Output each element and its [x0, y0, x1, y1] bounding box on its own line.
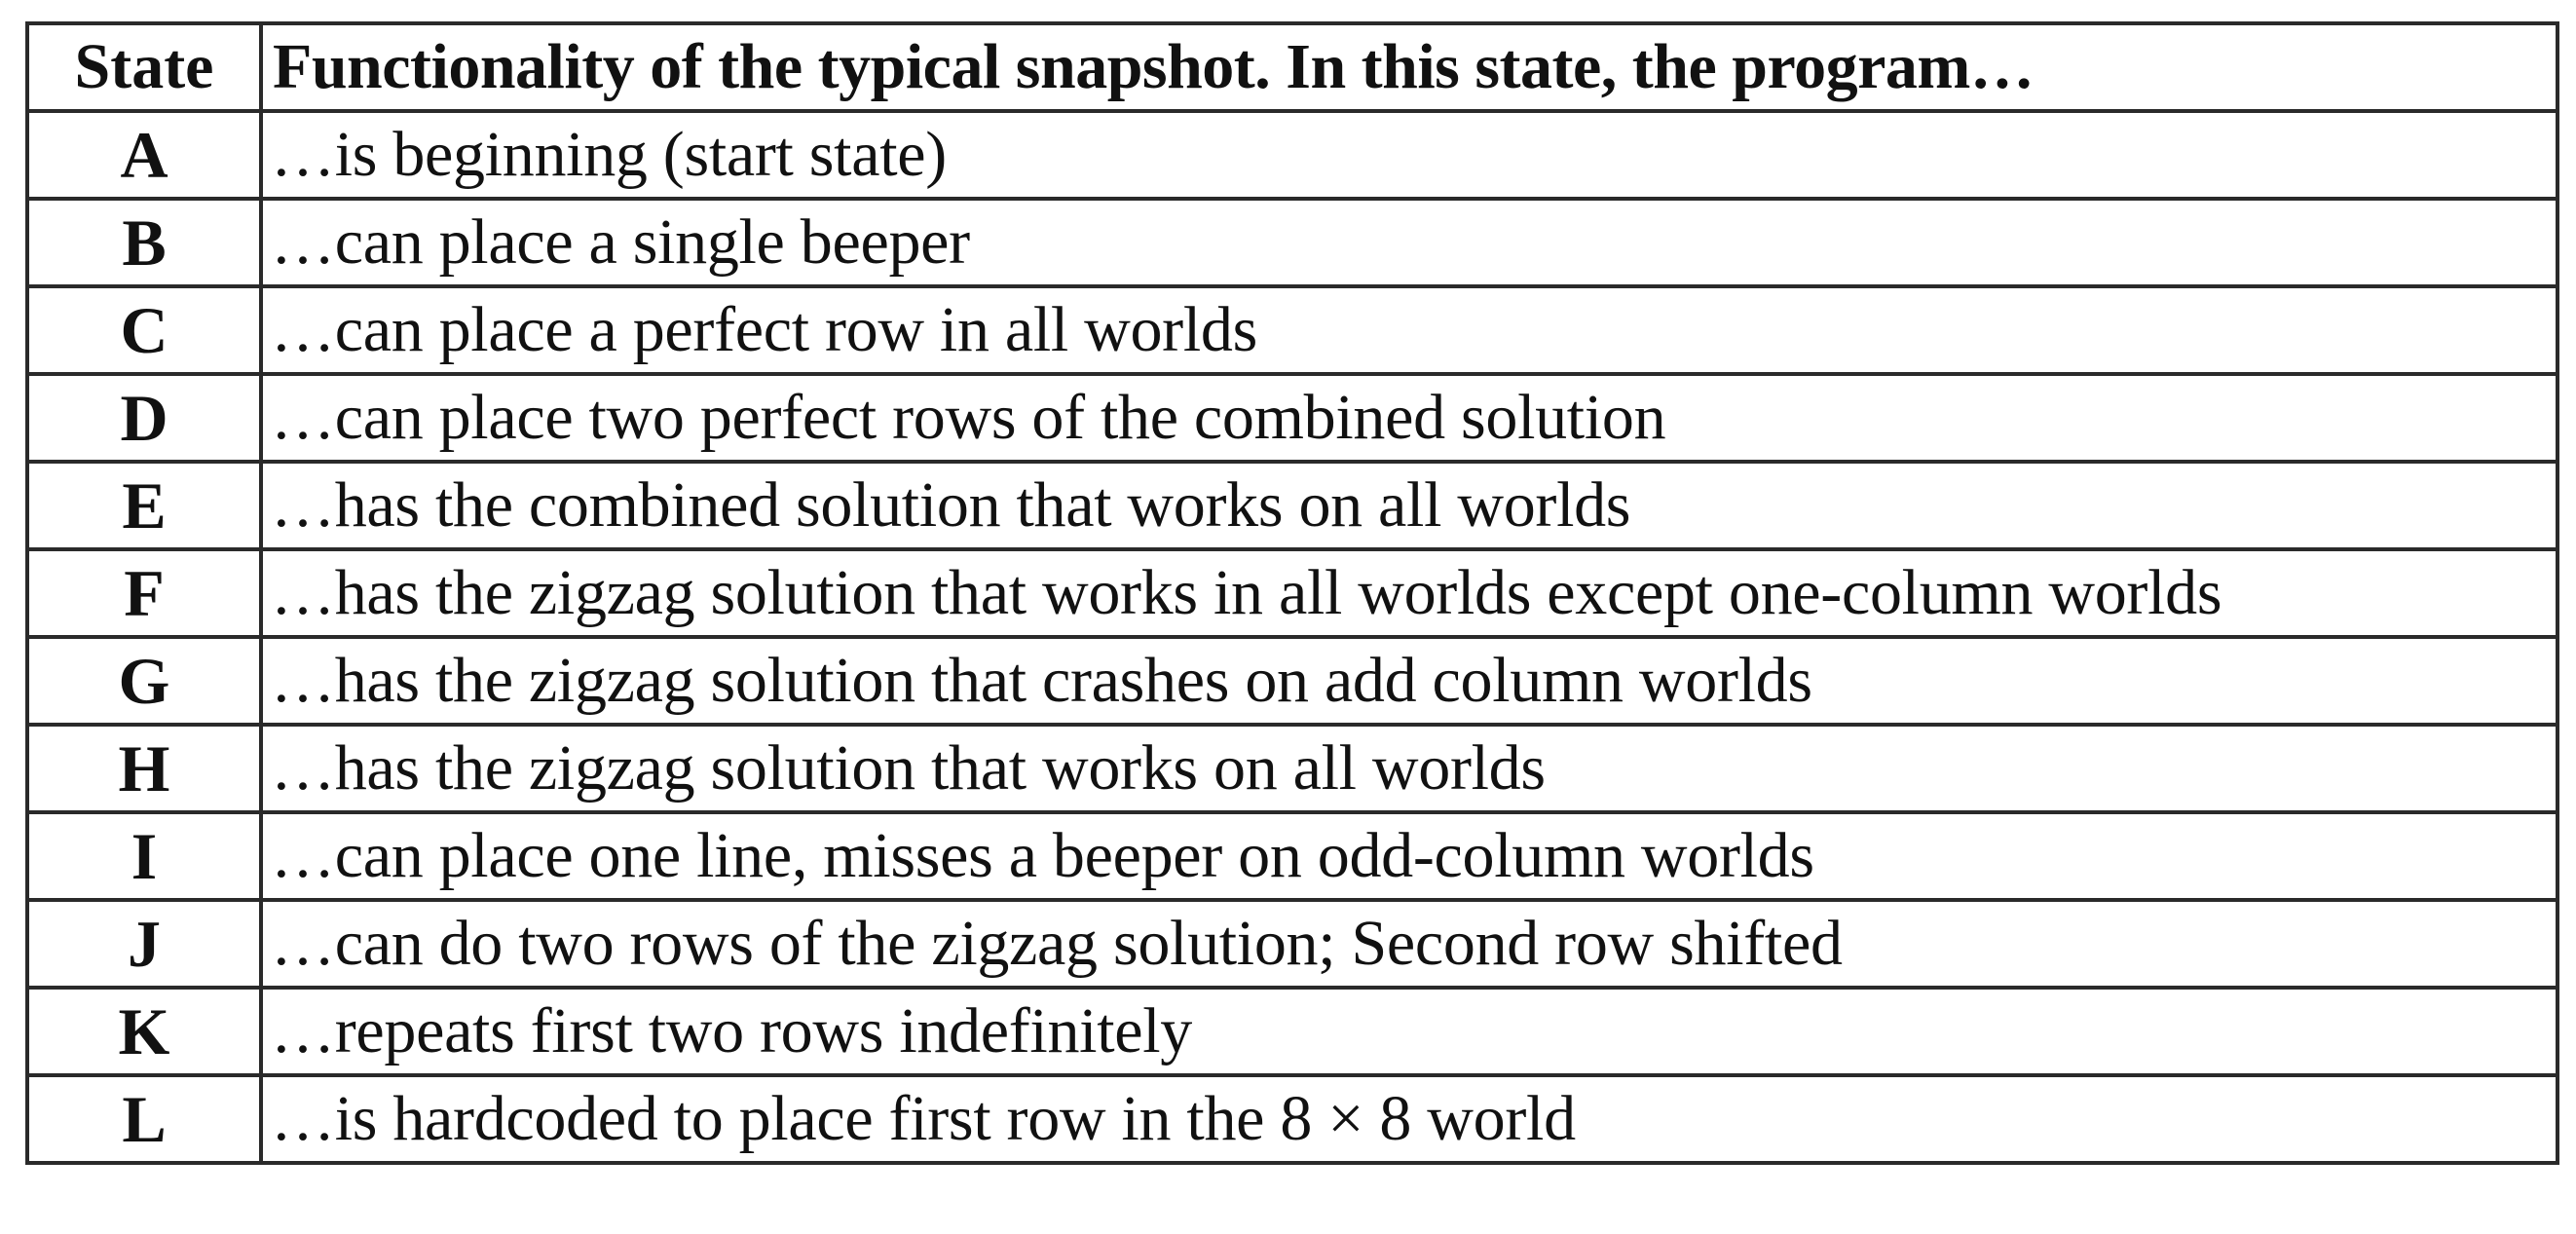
state-cell: J: [25, 898, 263, 990]
state-cell: B: [25, 197, 263, 288]
state-cell: H: [25, 723, 263, 814]
table-row: H …has the zigzag solution that works on…: [25, 723, 2559, 814]
table-row: B …can place a single beeper: [25, 197, 2559, 288]
state-cell: G: [25, 635, 263, 727]
functionality-cell: …is beginning (start state): [259, 109, 2559, 201]
functionality-cell: …has the combined solution that works on…: [259, 460, 2559, 551]
state-cell: C: [25, 284, 263, 376]
table-row: J …can do two rows of the zigzag solutio…: [25, 898, 2559, 990]
functionality-cell: …can place a perfect row in all worlds: [259, 284, 2559, 376]
functionality-cell: …has the zigzag solution that crashes on…: [259, 635, 2559, 727]
functionality-cell: …has the zigzag solution that works in a…: [259, 547, 2559, 639]
table-row: L …is hardcoded to place first row in th…: [25, 1073, 2559, 1165]
state-cell: A: [25, 109, 263, 201]
functionality-cell: …can place one line, misses a beeper on …: [259, 810, 2559, 902]
table-row: E …has the combined solution that works …: [25, 460, 2559, 551]
functionality-cell: …has the zigzag solution that works on a…: [259, 723, 2559, 814]
table-row: A …is beginning (start state): [25, 109, 2559, 201]
state-cell: E: [25, 460, 263, 551]
functionality-cell: …repeats first two rows indefinitely: [259, 986, 2559, 1077]
state-cell: D: [25, 372, 263, 464]
table-header-row: State Functionality of the typical snaps…: [25, 21, 2559, 113]
table-row: C …can place a perfect row in all worlds: [25, 284, 2559, 376]
table-row: D …can place two perfect rows of the com…: [25, 372, 2559, 464]
table-row: I …can place one line, misses a beeper o…: [25, 810, 2559, 902]
functionality-cell: …can do two rows of the zigzag solution;…: [259, 898, 2559, 990]
functionality-cell: …can place two perfect rows of the combi…: [259, 372, 2559, 464]
table-row: G …has the zigzag solution that crashes …: [25, 635, 2559, 727]
state-column-header: State: [25, 21, 263, 113]
state-cell: I: [25, 810, 263, 902]
state-cell: L: [25, 1073, 263, 1165]
functionality-column-header: Functionality of the typical snapshot. I…: [259, 21, 2559, 113]
table-row: F …has the zigzag solution that works in…: [25, 547, 2559, 639]
functionality-cell: …can place a single beeper: [259, 197, 2559, 288]
state-table-container: State Functionality of the typical snaps…: [25, 21, 2559, 1165]
functionality-cell: …is hardcoded to place first row in the …: [259, 1073, 2559, 1165]
table-row: K …repeats first two rows indefinitely: [25, 986, 2559, 1077]
state-cell: F: [25, 547, 263, 639]
state-functionality-table: State Functionality of the typical snaps…: [25, 21, 2559, 1165]
state-cell: K: [25, 986, 263, 1077]
